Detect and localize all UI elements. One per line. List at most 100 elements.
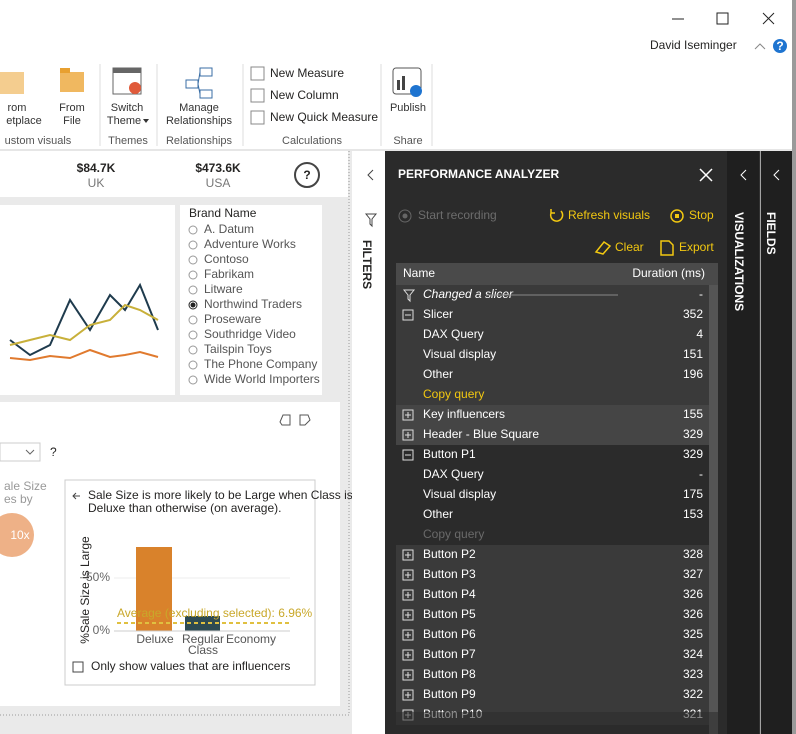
filters-title[interactable]: FILTERS bbox=[360, 240, 374, 289]
visualizations-title[interactable]: VISUALIZATIONS bbox=[732, 212, 746, 311]
expand-icon[interactable] bbox=[402, 669, 414, 681]
radio[interactable] bbox=[188, 345, 198, 355]
export[interactable]: Export bbox=[679, 240, 714, 254]
expand-icon[interactable] bbox=[402, 589, 414, 601]
row-bg bbox=[396, 665, 709, 685]
fields-title[interactable]: FIELDS bbox=[764, 212, 778, 255]
refresh-visuals[interactable]: Refresh visuals bbox=[568, 208, 650, 222]
pane-title: PERFORMANCE ANALYZER bbox=[398, 167, 559, 181]
ribbon-label[interactable]: Switch bbox=[111, 102, 143, 114]
stop[interactable]: Stop bbox=[689, 208, 714, 222]
collapse-icon[interactable] bbox=[402, 309, 414, 321]
slicer-item[interactable]: Tailspin Toys bbox=[204, 342, 272, 356]
copy-query[interactable]: Copy query bbox=[423, 387, 484, 401]
visual-name[interactable]: Button P6 bbox=[423, 627, 476, 641]
row-bg bbox=[396, 545, 709, 565]
slicer-item[interactable]: Litware bbox=[204, 282, 243, 296]
slicer-item[interactable]: Contoso bbox=[204, 252, 249, 266]
ribbon-label[interactable]: Publish bbox=[390, 102, 426, 114]
visual-name[interactable]: Slicer bbox=[423, 307, 453, 321]
visual-name[interactable]: Button P9 bbox=[423, 687, 476, 701]
expand-icon[interactable] bbox=[402, 649, 414, 661]
row-bg bbox=[396, 325, 709, 345]
relationships-icon bbox=[185, 67, 213, 99]
slicer-item[interactable]: Fabrikam bbox=[204, 267, 254, 281]
ribbon-label[interactable]: Manage bbox=[179, 102, 219, 114]
visual-name[interactable]: Header - Blue Square bbox=[423, 427, 539, 441]
expand-icon[interactable] bbox=[402, 549, 414, 561]
visual-name[interactable]: Button P1 bbox=[423, 447, 476, 461]
ribbon-label: rom bbox=[8, 102, 27, 114]
close-window-button[interactable] bbox=[762, 12, 775, 25]
group-label: Share bbox=[393, 135, 422, 147]
ribbon-label[interactable]: New Column bbox=[270, 88, 339, 102]
back-arrow[interactable] bbox=[72, 492, 80, 500]
ribbon-label[interactable]: New Measure bbox=[270, 66, 344, 80]
ribbon-label[interactable]: Theme bbox=[107, 115, 141, 127]
clear[interactable]: Clear bbox=[615, 240, 644, 254]
visual-name[interactable]: Button P4 bbox=[423, 587, 476, 601]
refresh-icon bbox=[549, 209, 564, 222]
radio[interactable] bbox=[188, 375, 198, 385]
expand-icon[interactable] bbox=[402, 409, 414, 421]
influencer-bubble[interactable] bbox=[0, 513, 34, 557]
radio[interactable] bbox=[188, 225, 198, 235]
ribbon-label[interactable]: From bbox=[59, 102, 85, 114]
expand-filters[interactable] bbox=[367, 169, 374, 181]
expand-icon[interactable] bbox=[402, 609, 414, 621]
collapse-ribbon[interactable] bbox=[754, 43, 766, 50]
line-series bbox=[9, 282, 159, 357]
expand-icon[interactable] bbox=[402, 429, 414, 441]
maximize-button[interactable] bbox=[716, 12, 729, 25]
expand-icon[interactable] bbox=[402, 689, 414, 701]
row-bg bbox=[396, 365, 709, 385]
duration: 352 bbox=[683, 307, 703, 321]
slicer-item[interactable]: Wide World Importers bbox=[204, 372, 320, 386]
expand-fields[interactable] bbox=[773, 169, 780, 181]
help-button[interactable] bbox=[294, 162, 320, 188]
duration: - bbox=[699, 467, 703, 481]
close-pane[interactable] bbox=[699, 168, 713, 182]
duration: 153 bbox=[683, 507, 703, 521]
slicer-item[interactable]: Adventure Works bbox=[204, 237, 296, 251]
radio[interactable] bbox=[188, 315, 198, 325]
radio-dot bbox=[190, 302, 196, 308]
help-circle[interactable] bbox=[773, 39, 787, 53]
dropdown-arrow bbox=[25, 449, 35, 455]
ribbon-label[interactable]: File bbox=[63, 115, 81, 127]
y-tick-label: 50% bbox=[86, 570, 110, 584]
expand-icon[interactable] bbox=[402, 629, 414, 641]
radio[interactable] bbox=[188, 240, 198, 250]
collapse-icon[interactable] bbox=[402, 449, 414, 461]
expand-visualizations[interactable] bbox=[740, 169, 747, 181]
x-tick-label: Deluxe bbox=[136, 632, 174, 646]
visual-name[interactable]: Button P8 bbox=[423, 667, 476, 681]
slicer-item[interactable]: Proseware bbox=[204, 312, 262, 326]
ribbon-label[interactable]: New Quick Measure bbox=[270, 110, 378, 124]
group-label: Calculations bbox=[282, 135, 342, 147]
radio[interactable] bbox=[188, 360, 198, 370]
radio[interactable] bbox=[188, 285, 198, 295]
scrollbar[interactable] bbox=[709, 285, 718, 734]
expand-icon[interactable] bbox=[402, 569, 414, 581]
radio[interactable] bbox=[188, 270, 198, 280]
visual-name[interactable]: Key influencers bbox=[423, 407, 505, 421]
slicer-item[interactable]: Southridge Video bbox=[204, 327, 296, 341]
row-bg bbox=[396, 685, 709, 705]
side-text: es by bbox=[4, 492, 33, 506]
visual-name[interactable]: Button P3 bbox=[423, 567, 476, 581]
slicer-item[interactable]: A. Datum bbox=[204, 222, 254, 236]
feedback-icons[interactable] bbox=[279, 414, 311, 426]
radio[interactable] bbox=[188, 255, 198, 265]
visual-name[interactable]: Button P7 bbox=[423, 647, 476, 661]
visual-name[interactable]: Button P5 bbox=[423, 607, 476, 621]
checkbox-label[interactable]: Only show values that are influencers bbox=[91, 659, 290, 673]
slicer-item[interactable]: Northwind Traders bbox=[204, 297, 302, 311]
ribbon-label[interactable]: Relationships bbox=[166, 115, 233, 127]
checkbox[interactable] bbox=[72, 661, 84, 673]
visual-name[interactable]: Button P2 bbox=[423, 547, 476, 561]
radio[interactable] bbox=[188, 330, 198, 340]
dropdown[interactable] bbox=[0, 442, 41, 462]
duration: 4 bbox=[696, 327, 703, 341]
slicer-item[interactable]: The Phone Company bbox=[204, 357, 317, 371]
